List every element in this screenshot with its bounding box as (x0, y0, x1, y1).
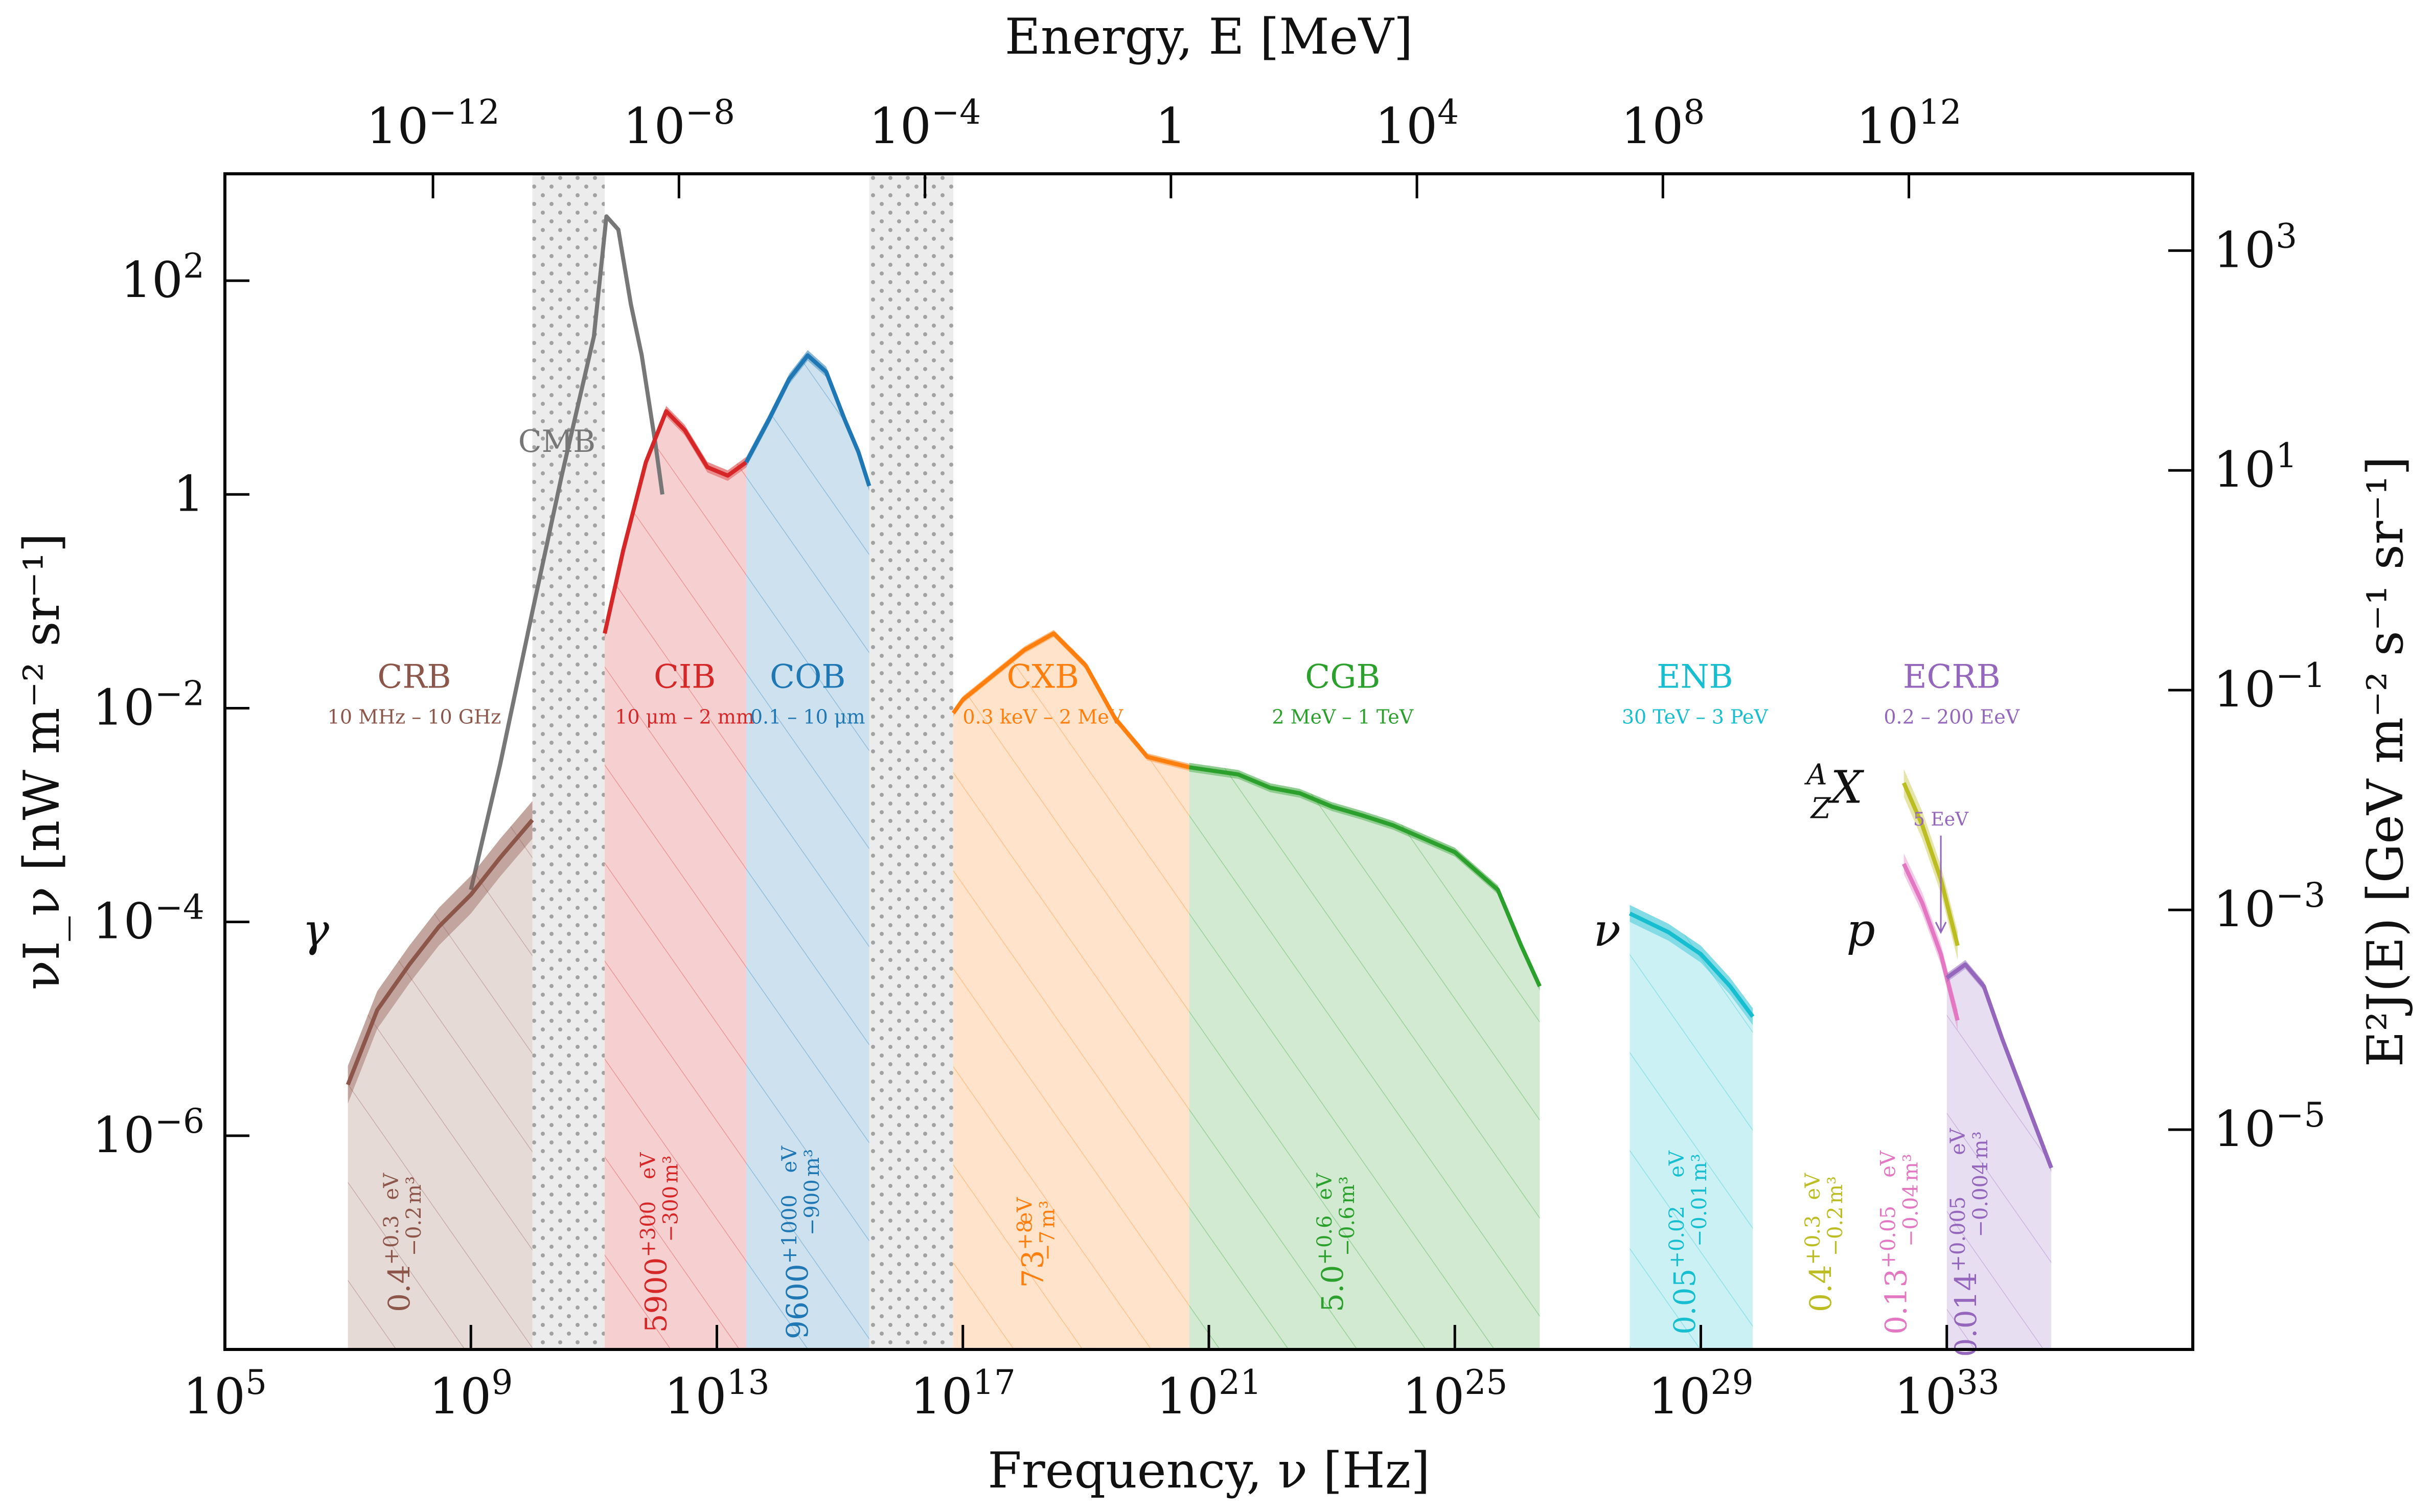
y-tick-label: 10−4 (93, 888, 204, 950)
band-hatch-cib (605, 406, 746, 1349)
y2-tick-label: 10−3 (2213, 876, 2325, 938)
energy-density-crb: 0.4+0.3−0.2 eVm³ (380, 1173, 426, 1312)
x2-tick-label: 108 (1621, 93, 1705, 155)
series-line-ecrb (1945, 962, 2053, 1169)
band-hatch-cgb (1189, 763, 1540, 1349)
particle-label-x-3: A ZX (1804, 759, 1864, 826)
band-range-cib: 10 μm – 2 mm (615, 705, 754, 728)
x2-tick-label: 10−8 (623, 93, 735, 155)
band-fills (348, 174, 2052, 1349)
x-tick-label: 1033 (1894, 1363, 2000, 1425)
y2-axis-title: E²J(E) [GeV m⁻² s⁻¹ sr⁻¹] (2357, 456, 2414, 1067)
y2-tick-label: 10−1 (2213, 656, 2325, 718)
svg-text:5900+300−300 eVm³: 5900+300−300 eVm³ (636, 1152, 682, 1333)
svg-text:0.05+0.02−0.01 eVm³: 0.05+0.02−0.01 eVm³ (1665, 1150, 1711, 1335)
series-line-enb (1628, 911, 1755, 1018)
x-tick-label: 1017 (910, 1363, 1016, 1425)
band-name-cib: CIB (654, 658, 716, 696)
series-line-protons (1902, 863, 1960, 1021)
uncertainty-protons (1903, 853, 1958, 1031)
x-tick-label: 1013 (664, 1363, 769, 1425)
svg-text:0.4+0.3−0.2 eVm³: 0.4+0.3−0.2 eVm³ (380, 1173, 426, 1312)
band-hatch-cxb (953, 630, 1189, 1349)
gap-dots-0 (532, 174, 605, 1349)
particle-label-p-2: p (1846, 904, 1875, 956)
x2-tick-label: 10−12 (366, 93, 499, 155)
energy-density-ecrb: 0.014+0.005−0.004 eVm³ (1946, 1128, 1992, 1357)
band-hatch-enb (1630, 905, 1753, 1349)
y2-tick-label: 101 (2213, 436, 2297, 498)
x2-tick-label: 10−4 (869, 93, 981, 155)
series-line-cgb (1189, 765, 1542, 988)
x-tick-label: 1021 (1156, 1363, 1261, 1425)
particle-label--0: γ (302, 904, 329, 956)
x-axis-title: Frequency, ν [Hz] (988, 1442, 1430, 1499)
y2-axis-title-group: E²J(E) [GeV m⁻² s⁻¹ sr⁻¹] (2357, 456, 2414, 1067)
gap-dots-1 (869, 174, 954, 1349)
band-name-cxb: CXB (1006, 658, 1079, 696)
annotation-arrowhead-1 (1935, 922, 1947, 934)
y-axis-title: νI_ν [nW m⁻² sr⁻¹] (13, 533, 71, 990)
uncertainty-enb (1630, 905, 1753, 1025)
y-tick-label: 10−2 (93, 674, 204, 736)
energy-density-cxb: 73+8−7 eVm³ (1013, 1197, 1059, 1288)
band-range-cob: 0.1 – 10 μm (750, 705, 865, 728)
x-tick-label: 1025 (1402, 1363, 1507, 1425)
series-line-cob (744, 353, 871, 487)
band-hatch-cob (746, 350, 869, 1349)
svg-text:0.4+0.3−0.2 eVm³: 0.4+0.3−0.2 eVm³ (1801, 1173, 1847, 1312)
x-tick-label: 109 (429, 1363, 513, 1425)
band-range-ecrb: 0.2 – 200 EeV (1884, 705, 2020, 728)
svg-text:5.0+0.6−0.6 eVm³: 5.0+0.6−0.6 eVm³ (1313, 1173, 1359, 1312)
svg-text:73+8−7 eVm³: 73+8−7 eVm³ (1013, 1197, 1059, 1288)
x2-tick-label: 104 (1375, 93, 1459, 155)
series (346, 214, 2053, 1173)
band-hatch-crb (348, 801, 533, 1349)
svg-text:0.13+0.05−0.04 eVm³: 0.13+0.05−0.04 eVm³ (1877, 1150, 1923, 1335)
y2-tick-label: 103 (2213, 216, 2297, 279)
band-name-cgb: CGB (1305, 658, 1380, 696)
x2-tick-label: 1012 (1856, 93, 1962, 155)
band-name-cob: COB (770, 658, 845, 696)
band-name-enb: ENB (1657, 658, 1733, 696)
x-tick-label: 105 (183, 1363, 267, 1425)
y-tick-label: 102 (121, 246, 204, 309)
x2-tick-label: 1 (1155, 98, 1186, 155)
energy-density-cgb: 5.0+0.6−0.6 eVm³ (1313, 1173, 1359, 1312)
axes: 105 109 1013 1017 1021 1025 1029 1033102110−210… (13, 8, 2414, 1499)
uncertainty-cib (605, 406, 746, 639)
svg-text:9600+1000−900 eVm³: 9600+1000−900 eVm³ (778, 1146, 824, 1339)
band-name-ecrb: ECRB (1903, 658, 2001, 696)
band-hatch-ecrb (1946, 960, 2052, 1349)
band-range-enb: 30 TeV – 3 PeV (1622, 705, 1769, 728)
x-tick-label: 1029 (1648, 1363, 1753, 1425)
series-line-nuclei (1901, 782, 1960, 947)
particle-label--1: ν (1594, 904, 1621, 956)
series-line-cmb (469, 214, 664, 890)
band-range-cgb: 2 MeV – 1 TeV (1272, 705, 1413, 728)
svg-text:0.014+0.005−0.004 eVm³: 0.014+0.005−0.004 eVm³ (1946, 1128, 1992, 1357)
band-range-crb: 10 MHz – 10 GHz (328, 705, 501, 728)
annotation-5-eev: 5 EeV (1913, 809, 1969, 830)
energy-density-extra-0: 0.4+0.3−0.2 eVm³ (1801, 1173, 1847, 1312)
series-line-crb (346, 818, 534, 1086)
energy-density-cob: 9600+1000−900 eVm³ (778, 1146, 824, 1339)
annotation-cmb: CMB (518, 424, 595, 460)
band-labels: CRB 10 MHz – 10 GHz CIB 10 μm – 2 mm COB 0.1 … (302, 424, 2020, 1357)
band-name-crb: CRB (377, 658, 451, 696)
x2-axis-title: Energy, E [MeV] (1005, 8, 1413, 65)
band-range-cxb: 0.3 keV – 2 MeV (962, 705, 1123, 728)
y-tick-label: 10−6 (93, 1102, 204, 1164)
series-line-cxb (951, 631, 1190, 769)
energy-density-cib: 5900+300−300 eVm³ (636, 1152, 682, 1333)
y-axis-title-group: νI_ν [nW m⁻² sr⁻¹] (13, 533, 71, 990)
energy-density-enb: 0.05+0.02−0.01 eVm³ (1665, 1150, 1711, 1335)
energy-density-extra-1: 0.13+0.05−0.04 eVm³ (1877, 1150, 1923, 1335)
y2-tick-label: 10−5 (2213, 1095, 2325, 1158)
series-line-cib (603, 409, 748, 634)
y-tick-label: 1 (173, 465, 204, 522)
